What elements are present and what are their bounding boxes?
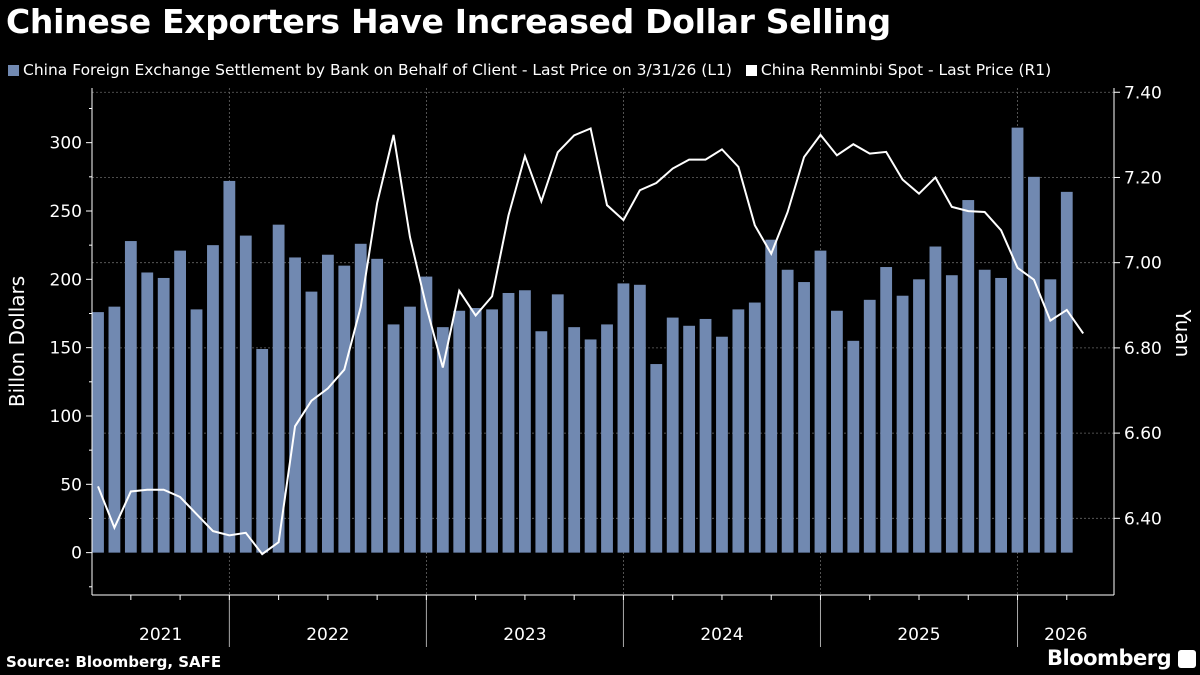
bar <box>354 243 367 553</box>
bar <box>863 299 876 553</box>
bar <box>601 324 613 553</box>
left-tick-label: 200 <box>50 270 82 290</box>
bar <box>978 269 991 553</box>
bar <box>962 200 975 553</box>
right-tick-label: 6.60 <box>1124 424 1162 444</box>
left-tick-label: 300 <box>50 134 82 154</box>
right-tick-label: 7.40 <box>1124 83 1162 103</box>
x-tick-label: 2024 <box>700 625 743 645</box>
bar <box>1044 279 1057 553</box>
left-axis-label: Billon Dollars <box>5 276 29 407</box>
source-note: Source: Bloomberg, SAFE <box>6 653 222 671</box>
bar <box>880 267 893 553</box>
bar <box>207 245 219 553</box>
bar <box>732 309 745 553</box>
bar <box>387 324 400 553</box>
bar <box>239 235 252 553</box>
bar <box>551 294 564 553</box>
legend-item-settlement: China Foreign Exchange Settlement by Ban… <box>8 61 732 79</box>
bloomberg-logo: Bloomberg <box>1047 646 1172 670</box>
legend-label: China Foreign Exchange Settlement by Ban… <box>23 61 732 79</box>
left-tick-label: 0 <box>71 544 82 564</box>
right-tick-label: 7.00 <box>1124 254 1162 274</box>
bar <box>913 279 925 553</box>
x-tick-label: 2026 <box>1044 625 1087 645</box>
bar <box>436 327 449 553</box>
bar <box>502 292 515 553</box>
bar <box>896 295 909 553</box>
right-tick-label: 7.20 <box>1124 168 1162 188</box>
bar <box>519 290 531 553</box>
left-tick-label: 100 <box>50 407 82 427</box>
bar <box>1060 191 1073 553</box>
bar <box>289 257 301 553</box>
right-tick-label: 6.80 <box>1124 339 1162 359</box>
chart-title: Chinese Exporters Have Increased Dollar … <box>6 2 891 41</box>
bar <box>535 331 548 553</box>
bar <box>371 258 384 553</box>
bar <box>831 310 843 553</box>
bar <box>141 272 154 553</box>
left-tick-label: 50 <box>60 475 82 495</box>
x-tick-label: 2021 <box>139 625 182 645</box>
bar <box>157 277 170 553</box>
bar <box>995 277 1007 553</box>
right-tick-label: 6.40 <box>1124 509 1162 529</box>
bar <box>1011 127 1024 553</box>
legend-item-renminbi: China Renminbi Spot - Last Price (R1) <box>745 61 1052 79</box>
x-tick-label: 2025 <box>897 625 940 645</box>
legend-label: China Renminbi Spot - Last Price (R1) <box>760 61 1052 79</box>
bar <box>321 254 334 553</box>
bar <box>929 246 942 553</box>
left-tick-label: 150 <box>50 339 82 359</box>
x-tick-label: 2023 <box>503 625 546 645</box>
bar <box>453 310 466 553</box>
bar <box>765 239 778 553</box>
x-tick-label: 2022 <box>306 625 349 645</box>
chat-icon <box>1178 650 1196 668</box>
bar <box>814 250 827 553</box>
bar <box>190 309 203 553</box>
bar <box>404 306 416 553</box>
bar <box>748 302 761 553</box>
bar <box>272 224 285 553</box>
bar <box>617 283 630 553</box>
bar <box>305 291 318 553</box>
bar <box>469 308 482 553</box>
bar <box>256 349 269 553</box>
bar <box>1028 176 1040 553</box>
bar <box>92 312 104 553</box>
bar <box>584 339 597 553</box>
bar <box>420 276 433 553</box>
right-axis-label: Yuan <box>1171 309 1195 358</box>
bar <box>633 284 646 553</box>
renminbi-line <box>97 127 1085 556</box>
bar <box>486 309 498 553</box>
bar <box>124 241 137 553</box>
bar <box>798 282 810 553</box>
left-tick-label: 250 <box>50 202 82 222</box>
bar <box>174 250 186 553</box>
legend-swatch-bar <box>8 64 19 76</box>
bar <box>847 340 860 553</box>
bar <box>666 317 679 553</box>
bar <box>338 265 351 553</box>
bar <box>699 318 712 553</box>
legend: China Foreign Exchange Settlement by Ban… <box>8 61 1065 79</box>
bar <box>650 364 663 553</box>
bar <box>781 269 794 553</box>
bar <box>108 306 121 553</box>
bar <box>568 327 581 553</box>
bar <box>223 180 236 553</box>
legend-swatch-line <box>745 64 757 76</box>
bar <box>945 275 958 553</box>
bar <box>716 336 728 553</box>
bar <box>683 325 696 553</box>
